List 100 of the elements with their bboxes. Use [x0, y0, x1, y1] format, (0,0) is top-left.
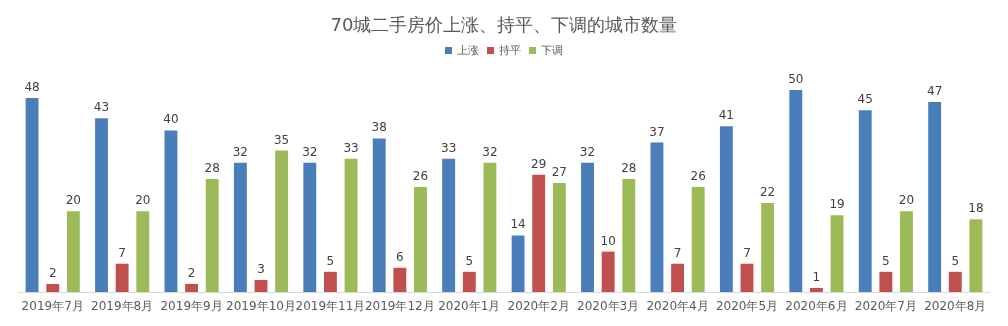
data-label: 26 [412, 168, 429, 183]
bar [789, 90, 803, 292]
x-tick-label: 2019年11月 [295, 299, 366, 313]
data-label: 32 [482, 144, 498, 159]
data-label: 5 [882, 253, 890, 268]
bar [879, 271, 893, 292]
x-tick-label: 2020年2月 [507, 299, 570, 313]
x-tick-label: 2020年1月 [438, 299, 501, 313]
bar [650, 142, 664, 292]
data-label: 2 [48, 265, 57, 280]
bar [928, 102, 942, 292]
data-label: 41 [718, 108, 735, 123]
bar [66, 211, 80, 292]
data-label: 48 [24, 80, 40, 95]
bar [95, 118, 108, 292]
x-tick-label: 2019年9月 [160, 299, 223, 313]
bar [46, 283, 60, 292]
bar [414, 186, 427, 292]
x-tick-label: 2019年7月 [21, 299, 84, 313]
x-tick-label: 2019年10月 [226, 299, 296, 313]
bar [858, 110, 872, 292]
bar [809, 287, 823, 292]
bar [948, 271, 962, 292]
bar [393, 267, 407, 292]
data-label: 22 [759, 185, 776, 200]
data-label: 26 [690, 168, 706, 183]
data-label: 19 [829, 197, 845, 212]
data-label: 35 [273, 132, 290, 147]
bar [136, 211, 150, 292]
legend-label: 持平 [499, 44, 521, 57]
x-tick-label: 2019年8月 [91, 299, 154, 313]
x-tick-label: 2020年6月 [785, 299, 848, 313]
bar [205, 178, 219, 292]
bar [830, 215, 844, 292]
data-label: 5 [465, 253, 474, 268]
data-label: 32 [232, 144, 249, 159]
bar [740, 263, 754, 292]
x-tick-label: 2020年8月 [924, 299, 987, 313]
data-label: 7 [673, 245, 682, 260]
data-label: 7 [118, 245, 126, 260]
bar [303, 162, 317, 292]
bar [164, 130, 178, 292]
data-label: 3 [257, 261, 265, 276]
data-label: 20 [898, 193, 915, 208]
bar [233, 162, 247, 292]
data-label: 28 [621, 160, 637, 175]
bar [275, 150, 289, 292]
bar [25, 98, 39, 292]
data-label: 37 [649, 124, 665, 139]
data-label: 33 [343, 140, 359, 155]
data-label: 40 [163, 112, 179, 127]
x-tick-label: 2020年3月 [577, 299, 640, 313]
data-label: 27 [551, 164, 567, 179]
bar [115, 263, 129, 292]
data-label: 38 [371, 120, 387, 135]
data-label: 47 [927, 84, 943, 99]
data-label: 28 [204, 160, 220, 175]
x-tick-label: 2020年7月 [854, 299, 917, 313]
data-label: 5 [326, 253, 335, 268]
x-tick-label: 2020年5月 [715, 299, 779, 313]
bar [323, 271, 337, 292]
data-label: 18 [968, 201, 984, 216]
bar [185, 283, 199, 292]
data-label: 45 [857, 92, 873, 107]
bar [761, 203, 775, 292]
data-label: 33 [441, 140, 457, 155]
data-label: 32 [302, 144, 318, 159]
bar [969, 219, 983, 292]
data-label: 7 [743, 245, 751, 260]
bar [511, 235, 525, 292]
bar [483, 162, 497, 292]
bar [442, 158, 456, 292]
legend-label: 上涨 [457, 44, 479, 57]
data-label: 43 [93, 100, 110, 115]
data-label: 20 [135, 193, 151, 208]
x-tick-label: 2020年4月 [646, 299, 709, 313]
bar [254, 279, 268, 292]
bar [532, 174, 546, 292]
bar [344, 158, 358, 292]
data-label: 50 [788, 72, 804, 86]
data-label: 1 [812, 269, 821, 284]
legend-label: 下调 [541, 44, 563, 57]
bar [671, 263, 685, 292]
data-label: 6 [396, 249, 404, 264]
bar [622, 178, 636, 292]
data-label: 2 [187, 265, 196, 280]
bar [552, 182, 566, 292]
data-label: 29 [531, 156, 547, 171]
data-label: 32 [579, 144, 596, 159]
bar [581, 162, 594, 292]
bar [719, 126, 733, 292]
data-label: 20 [65, 193, 81, 208]
bar [691, 186, 705, 292]
data-label: 5 [951, 253, 960, 268]
bar [372, 138, 386, 292]
data-label: 10 [600, 233, 616, 248]
bar [900, 211, 913, 292]
bar [462, 271, 476, 292]
data-label: 14 [510, 217, 526, 232]
bar [601, 251, 615, 292]
